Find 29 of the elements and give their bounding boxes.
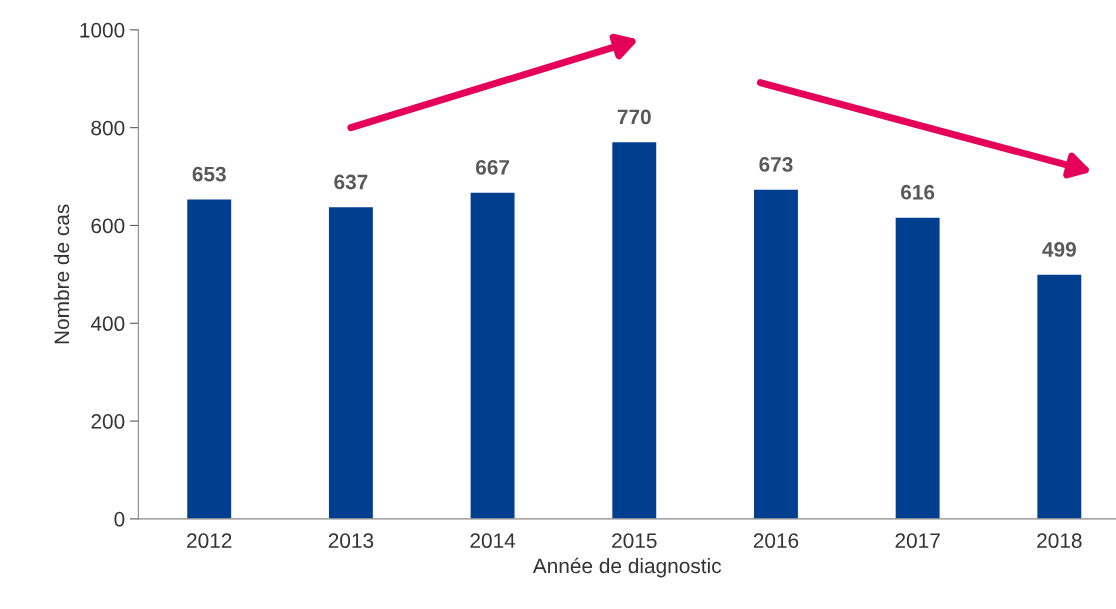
- x-axis-title: Année de diagnostic: [532, 557, 722, 578]
- y-tick-label: 400: [90, 316, 125, 332]
- x-tick-label: 2015: [612, 533, 657, 549]
- y-axis-title: Nombre de cas: [53, 204, 70, 344]
- x-tick-label: 2012: [187, 533, 232, 549]
- bar: [1037, 274, 1082, 519]
- bar: [895, 217, 940, 519]
- bar: [612, 142, 657, 519]
- x-tick-label: 2016: [753, 533, 799, 549]
- data-label: 653: [192, 166, 226, 182]
- data-label: 673: [759, 156, 793, 172]
- data-label: 616: [901, 184, 935, 200]
- y-tick-label: 600: [91, 218, 125, 234]
- y-tick-label: 1000: [80, 22, 125, 38]
- bar: [187, 199, 232, 519]
- data-label: 499: [1042, 242, 1076, 257]
- x-tick-label: 2013: [328, 533, 374, 549]
- x-tick-label: 2017: [895, 533, 940, 549]
- y-tick-label: 800: [91, 120, 125, 136]
- data-label: 637: [334, 174, 368, 190]
- data-label: 770: [617, 109, 651, 125]
- x-tick-label: 2018: [1037, 533, 1082, 549]
- bar: [328, 207, 373, 519]
- y-tick-label: 0: [114, 511, 125, 527]
- bar: [754, 189, 798, 519]
- data-label: 667: [475, 159, 510, 175]
- bar: [470, 192, 515, 519]
- y-tick-label: 200: [91, 414, 125, 429]
- x-tick-label: 2014: [470, 533, 516, 549]
